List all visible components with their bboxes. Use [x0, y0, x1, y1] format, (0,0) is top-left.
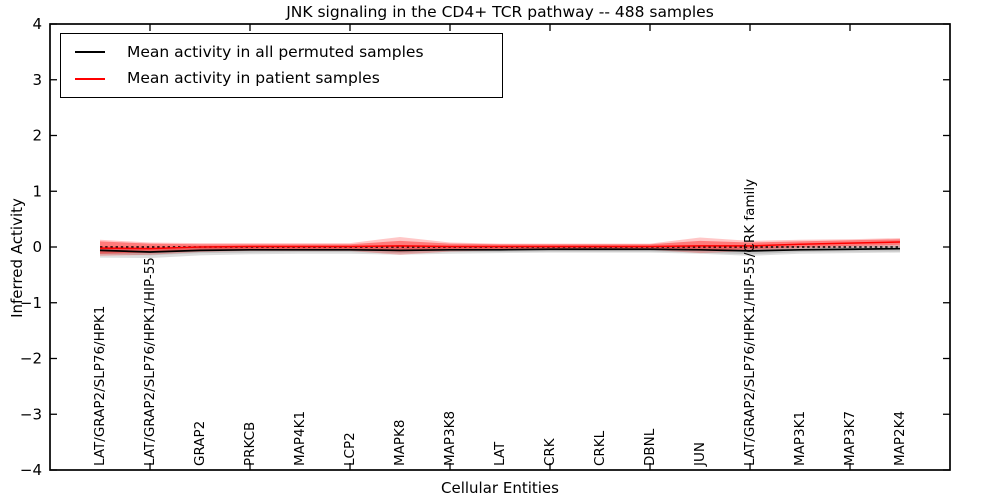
legend: Mean activity in all permuted samples Me… — [60, 33, 503, 98]
entity-label: MAP3K8 — [442, 411, 458, 466]
y-tick-label: −4 — [20, 461, 42, 479]
y-tick-label: 4 — [32, 15, 42, 33]
entity-label: CRK — [542, 437, 558, 466]
band-permuted-std-outer — [100, 244, 900, 259]
entity-label: PRKCB — [242, 422, 258, 466]
y-tick-label: −1 — [20, 294, 42, 312]
entity-label: JUN — [692, 442, 708, 467]
legend-item-patient: Mean activity in patient samples — [75, 70, 502, 87]
chart-title: JNK signaling in the CD4+ TCR pathway --… — [286, 3, 714, 21]
legend-label-permuted: Mean activity in all permuted samples — [127, 42, 424, 61]
band-permuted-std-inner — [100, 246, 900, 256]
entity-label: MAP4K1 — [292, 411, 308, 466]
entity-label: LAT/GRAP2/SLP76/HPK1 — [92, 306, 108, 466]
entity-label: MAPK8 — [392, 420, 408, 466]
entity-label: DBNL — [642, 428, 658, 466]
entity-label: MAP2K4 — [892, 411, 908, 466]
y-tick-label: −2 — [20, 350, 42, 368]
y-tick-label: 1 — [32, 182, 42, 200]
entity-label: MAP3K1 — [792, 411, 808, 466]
y-tick-label: −3 — [20, 405, 42, 423]
entity-label: LCP2 — [342, 432, 358, 466]
y-tick-label: 3 — [32, 71, 42, 89]
patient-line-swatch — [75, 77, 105, 80]
legend-item-permuted: Mean activity in all permuted samples — [75, 42, 502, 61]
entity-label: LAT — [492, 441, 508, 466]
y-tick-label: 0 — [32, 238, 42, 256]
x-axis-label: Cellular Entities — [441, 479, 559, 497]
entity-label: LAT/GRAP2/SLP76/HPK1/HIP-55 — [142, 257, 158, 466]
legend-label-patient: Mean activity in patient samples — [127, 69, 380, 88]
y-tick-label: 2 — [32, 127, 42, 145]
patient-mean-line — [99, 241, 901, 250]
entity-label: MAP3K7 — [842, 411, 858, 466]
permuted-mean-line — [99, 247, 901, 253]
entity-label: GRAP2 — [192, 421, 208, 466]
permuted-line-swatch — [75, 51, 105, 54]
entity-label: LAT/GRAP2/SLP76/HPK1/HIP-55/CRK family — [742, 179, 758, 466]
entity-label: CRKL — [592, 430, 608, 466]
